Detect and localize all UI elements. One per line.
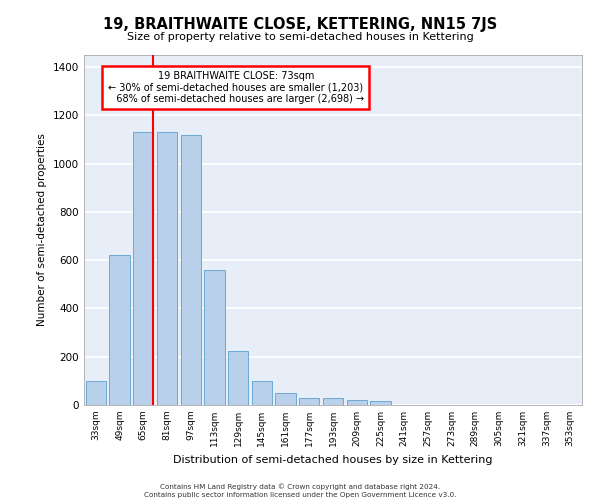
Bar bbox=[252, 381, 272, 405]
Bar bbox=[299, 398, 319, 405]
X-axis label: Distribution of semi-detached houses by size in Kettering: Distribution of semi-detached houses by … bbox=[173, 454, 493, 464]
Bar bbox=[181, 134, 201, 405]
Y-axis label: Number of semi-detached properties: Number of semi-detached properties bbox=[37, 134, 47, 326]
Bar bbox=[157, 132, 177, 405]
Bar bbox=[228, 350, 248, 405]
Text: Contains HM Land Registry data © Crown copyright and database right 2024.
Contai: Contains HM Land Registry data © Crown c… bbox=[144, 484, 456, 498]
Bar bbox=[205, 270, 224, 405]
Text: 19, BRAITHWAITE CLOSE, KETTERING, NN15 7JS: 19, BRAITHWAITE CLOSE, KETTERING, NN15 7… bbox=[103, 18, 497, 32]
Bar bbox=[323, 398, 343, 405]
Bar bbox=[86, 381, 106, 405]
Bar bbox=[275, 393, 296, 405]
Bar bbox=[133, 132, 154, 405]
Bar bbox=[347, 400, 367, 405]
Bar bbox=[109, 256, 130, 405]
Text: Size of property relative to semi-detached houses in Kettering: Size of property relative to semi-detach… bbox=[127, 32, 473, 42]
Text: 19 BRAITHWAITE CLOSE: 73sqm
← 30% of semi-detached houses are smaller (1,203)
  : 19 BRAITHWAITE CLOSE: 73sqm ← 30% of sem… bbox=[107, 71, 364, 104]
Bar bbox=[370, 402, 391, 405]
